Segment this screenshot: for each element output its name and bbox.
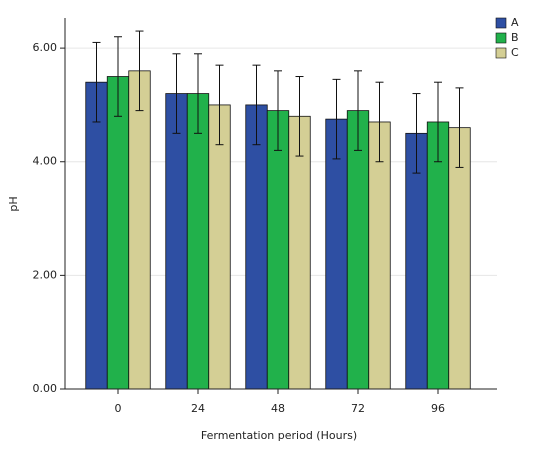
bar: [325, 118, 348, 390]
legend-label: A: [511, 16, 519, 29]
bar: [346, 110, 370, 390]
x-axis-label: Fermentation period (Hours): [201, 429, 357, 442]
bar: [288, 115, 311, 390]
x-tick-label: 24: [191, 402, 205, 415]
bar: [245, 104, 268, 390]
x-tick-label: 48: [271, 402, 285, 415]
bar: [208, 104, 231, 390]
bar: [266, 110, 290, 390]
bar: [85, 81, 108, 390]
legend-label: C: [511, 46, 519, 59]
bar: [128, 70, 151, 390]
y-axis-label: pH: [7, 196, 20, 211]
legend-swatch: [495, 32, 507, 44]
y-tick-label: 2.00: [33, 268, 58, 281]
x-tick-label: 0: [115, 402, 122, 415]
bar: [106, 76, 130, 390]
y-tick-label: 0.00: [33, 382, 58, 395]
bar: [165, 93, 188, 390]
bar: [186, 93, 210, 390]
y-tick-label: 4.00: [33, 155, 58, 168]
y-tick-label: 6.00: [33, 41, 58, 54]
x-tick-label: 96: [431, 402, 445, 415]
legend-swatch: [495, 47, 507, 59]
x-tick-label: 72: [351, 402, 365, 415]
legend-swatch: [495, 17, 507, 29]
legend-label: B: [511, 31, 519, 44]
